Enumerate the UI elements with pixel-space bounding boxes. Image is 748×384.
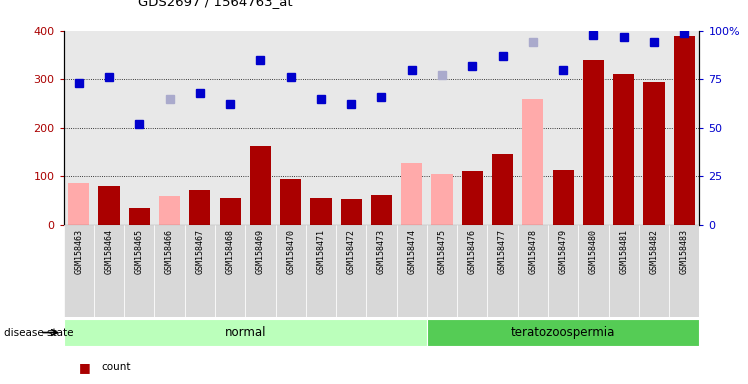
Bar	[371, 195, 392, 225]
Bar	[427, 225, 457, 317]
Text: disease state: disease state	[4, 328, 73, 338]
Text: GSM158473: GSM158473	[377, 229, 386, 274]
Bar	[68, 184, 89, 225]
Text: ■: ■	[79, 382, 91, 384]
Text: ■: ■	[79, 361, 91, 374]
Text: GSM158464: GSM158464	[105, 229, 114, 274]
Bar	[518, 225, 548, 317]
Text: GSM158469: GSM158469	[256, 229, 265, 274]
Bar	[674, 36, 695, 225]
Bar	[189, 190, 210, 225]
Text: GSM158472: GSM158472	[347, 229, 356, 274]
Bar	[124, 225, 154, 317]
Bar	[462, 171, 483, 225]
Text: GSM158463: GSM158463	[74, 229, 83, 274]
Bar	[427, 319, 699, 346]
Bar	[306, 225, 336, 317]
Text: count: count	[101, 362, 130, 372]
Bar	[401, 162, 423, 225]
Bar	[64, 225, 94, 317]
Bar	[340, 199, 362, 225]
Bar	[185, 225, 215, 317]
Bar	[367, 225, 396, 317]
Text: GSM158478: GSM158478	[528, 229, 537, 274]
Bar	[522, 99, 544, 225]
Text: GSM158483: GSM158483	[680, 229, 689, 274]
Text: GSM158481: GSM158481	[619, 229, 628, 274]
Bar	[548, 225, 578, 317]
Bar	[275, 225, 306, 317]
Bar	[643, 82, 664, 225]
Bar	[432, 174, 453, 225]
Bar	[583, 60, 604, 225]
Text: GSM158475: GSM158475	[438, 229, 447, 274]
Text: GSM158480: GSM158480	[589, 229, 598, 274]
Bar	[129, 208, 150, 225]
Bar	[609, 225, 639, 317]
Bar	[310, 198, 331, 225]
Bar	[578, 225, 609, 317]
Text: normal: normal	[224, 326, 266, 339]
Bar	[457, 225, 488, 317]
Text: GSM158474: GSM158474	[407, 229, 416, 274]
Text: GSM158476: GSM158476	[468, 229, 476, 274]
Text: GDS2697 / 1564763_at: GDS2697 / 1564763_at	[138, 0, 293, 8]
Bar	[250, 146, 271, 225]
Text: GSM158479: GSM158479	[559, 229, 568, 274]
Bar	[488, 225, 518, 317]
Bar	[280, 179, 301, 225]
Text: GSM158465: GSM158465	[135, 229, 144, 274]
Bar	[613, 74, 634, 225]
Text: GSM158467: GSM158467	[195, 229, 204, 274]
Text: GSM158477: GSM158477	[498, 229, 507, 274]
Bar	[154, 225, 185, 317]
Text: GSM158470: GSM158470	[286, 229, 295, 274]
Bar	[639, 225, 669, 317]
Bar	[669, 225, 699, 317]
Bar	[94, 225, 124, 317]
Bar	[159, 195, 180, 225]
Bar	[219, 198, 241, 225]
Bar	[492, 154, 513, 225]
Bar	[64, 319, 427, 346]
Text: GSM158468: GSM158468	[226, 229, 235, 274]
Bar	[336, 225, 367, 317]
Text: GSM158466: GSM158466	[165, 229, 174, 274]
Text: GSM158471: GSM158471	[316, 229, 325, 274]
Text: GSM158482: GSM158482	[649, 229, 658, 274]
Bar	[553, 170, 574, 225]
Bar	[245, 225, 275, 317]
Bar	[396, 225, 427, 317]
Bar	[215, 225, 245, 317]
Bar	[99, 186, 120, 225]
Text: teratozoospermia: teratozoospermia	[511, 326, 616, 339]
